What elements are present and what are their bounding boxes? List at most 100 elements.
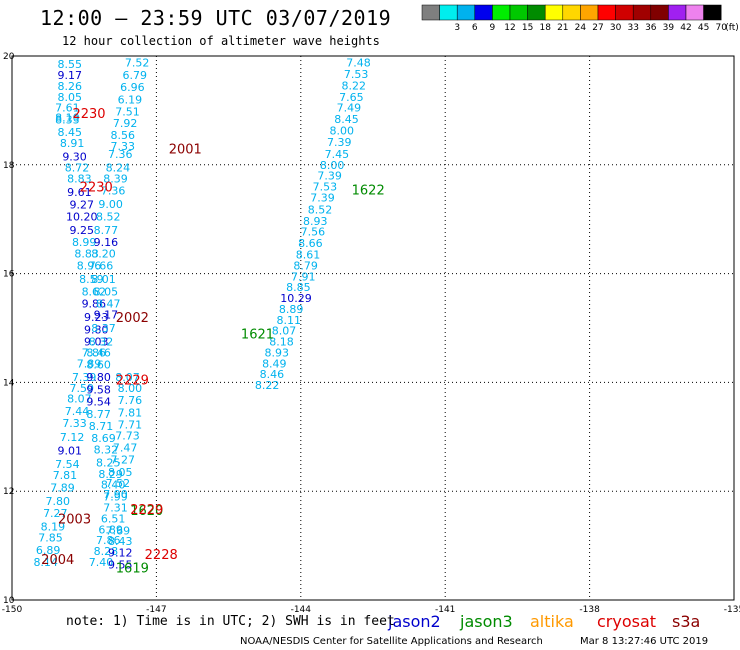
data-point-label: 7.45 [325,148,350,161]
pass-time-label: 1619 [116,561,149,576]
y-tick-label: 20 [3,52,15,62]
data-point-label: 7.76 [118,394,143,407]
data-point-label: 7.31 [103,502,128,515]
data-point-label: 8.32 [89,336,114,349]
legend-unit-label: (ft) [725,23,739,33]
data-point-label: 8.43 [108,535,133,548]
x-tick-label: -141 [435,605,455,615]
data-point-label: 7.33 [62,417,87,430]
data-point-label: 8.60 [86,358,111,371]
data-point-label: 7.90 [103,488,128,501]
y-tick-label: 14 [3,378,15,388]
data-point-label: 8.85 [286,281,311,294]
legend-bin-label: 30 [610,23,622,33]
satellite-legend-item: altika [530,612,574,631]
data-point-label: 7.52 [125,57,150,70]
data-point-label: 7.49 [337,102,362,115]
legend-bin-label: 21 [557,23,568,33]
data-point-label: 8.07 [67,393,92,406]
y-tick-label: 18 [3,161,15,171]
data-point-label: 8.22 [341,79,366,92]
data-point-label: 7.81 [118,406,143,419]
data-point-label: 9.27 [70,199,95,212]
data-point-label: 7.66 [89,259,114,272]
legend-swatch [421,4,440,21]
data-point-label: 8.47 [96,298,121,311]
data-point-label: 8.99 [72,236,97,249]
data-point-label: 7.54 [55,458,80,471]
data-point-label: 7.47 [113,442,138,455]
pass-time-label: 2002 [116,311,149,326]
data-point-label: 8.14 [33,556,58,569]
page-subtitle: 12 hour collection of altimeter wave hei… [62,34,380,48]
legend-bin-label: 24 [575,23,587,33]
data-point-label: 8.93 [264,346,289,359]
data-point-label: 6.96 [120,81,145,94]
pass-time-label: 2228 [145,548,178,563]
legend-bin-label: 18 [539,23,551,33]
legend-swatch [685,4,704,21]
data-point-label: 8.79 [293,259,318,272]
data-point-label: 8.33 [55,114,80,127]
legend-bin-label: 39 [663,23,675,33]
data-point-label: 9.61 [67,186,92,199]
x-tick-label: -147 [146,605,166,615]
data-point-label: 8.66 [298,237,323,250]
data-point-label: 10.20 [66,210,98,223]
data-point-label: 7.71 [118,418,143,431]
satellite-legend-item: s3a [672,612,700,631]
data-point-label: 8.45 [334,113,359,126]
y-tick-label: 12 [3,487,14,497]
legend-bin-label: 45 [698,23,709,33]
data-point-label: 10.29 [280,292,312,305]
data-point-label: 6.89 [36,544,61,557]
data-point-label: 8.10 [55,111,80,124]
data-point-label: 8.00 [118,382,143,395]
data-point-label: 7.27 [110,454,135,467]
data-point-label: 8.55 [58,58,83,71]
data-point-label: 7.92 [113,117,138,130]
data-point-label: 7.39 [327,136,352,149]
data-point-label: 8.19 [41,521,66,534]
pass-time-label: 2229 [130,503,163,518]
data-point-label: 8.91 [60,137,85,150]
legend-swatch [509,4,528,21]
legend-swatch [527,4,546,21]
data-point-label: 9.00 [98,198,123,211]
data-point-label: 6.19 [118,94,143,107]
data-point-label: 7.12 [60,431,85,444]
data-point-label: 9.16 [94,236,119,249]
data-point-label: 8.07 [272,325,297,338]
data-point-label: 7.86 [96,534,121,547]
data-point-label: 9.80 [84,324,109,337]
legend-bin-label: 6 [472,23,478,33]
data-point-label: 9.55 [108,559,133,572]
data-point-label: 8.52 [96,210,121,223]
satellite-legend-item: jason3 [459,612,513,631]
legend-swatch [439,4,458,21]
data-point-label: 8.69 [91,432,116,445]
data-point-label: 8.83 [67,172,92,185]
legend-bin-label: 9 [490,23,496,33]
legend-swatch [615,4,634,21]
legend-bin-label: 42 [680,23,691,33]
legend-bin-label: 27 [592,23,603,33]
data-point-label: 7.33 [110,140,135,153]
data-point-label: 7.36 [108,148,133,161]
data-point-label: 7.48 [346,57,371,70]
data-point-label: 8.93 [303,215,328,228]
data-point-label: 9.54 [86,395,111,408]
data-point-label: 7.65 [339,91,364,104]
data-point-label: 8.18 [269,336,294,349]
data-point-label: 7.44 [65,405,90,418]
data-point-label: 8.59 [79,273,104,286]
legend-swatch [456,4,476,21]
data-point-label: 7.85 [38,531,63,544]
pass-time-label: 2001 [169,142,202,157]
legend-bin-label: 12 [504,23,515,33]
footer-credit: NOAA/NESDIS Center for Satellite Applica… [240,636,543,647]
pass-time-label: 1621 [241,327,274,342]
legend-swatch [668,4,687,21]
legend-swatch [632,4,652,21]
